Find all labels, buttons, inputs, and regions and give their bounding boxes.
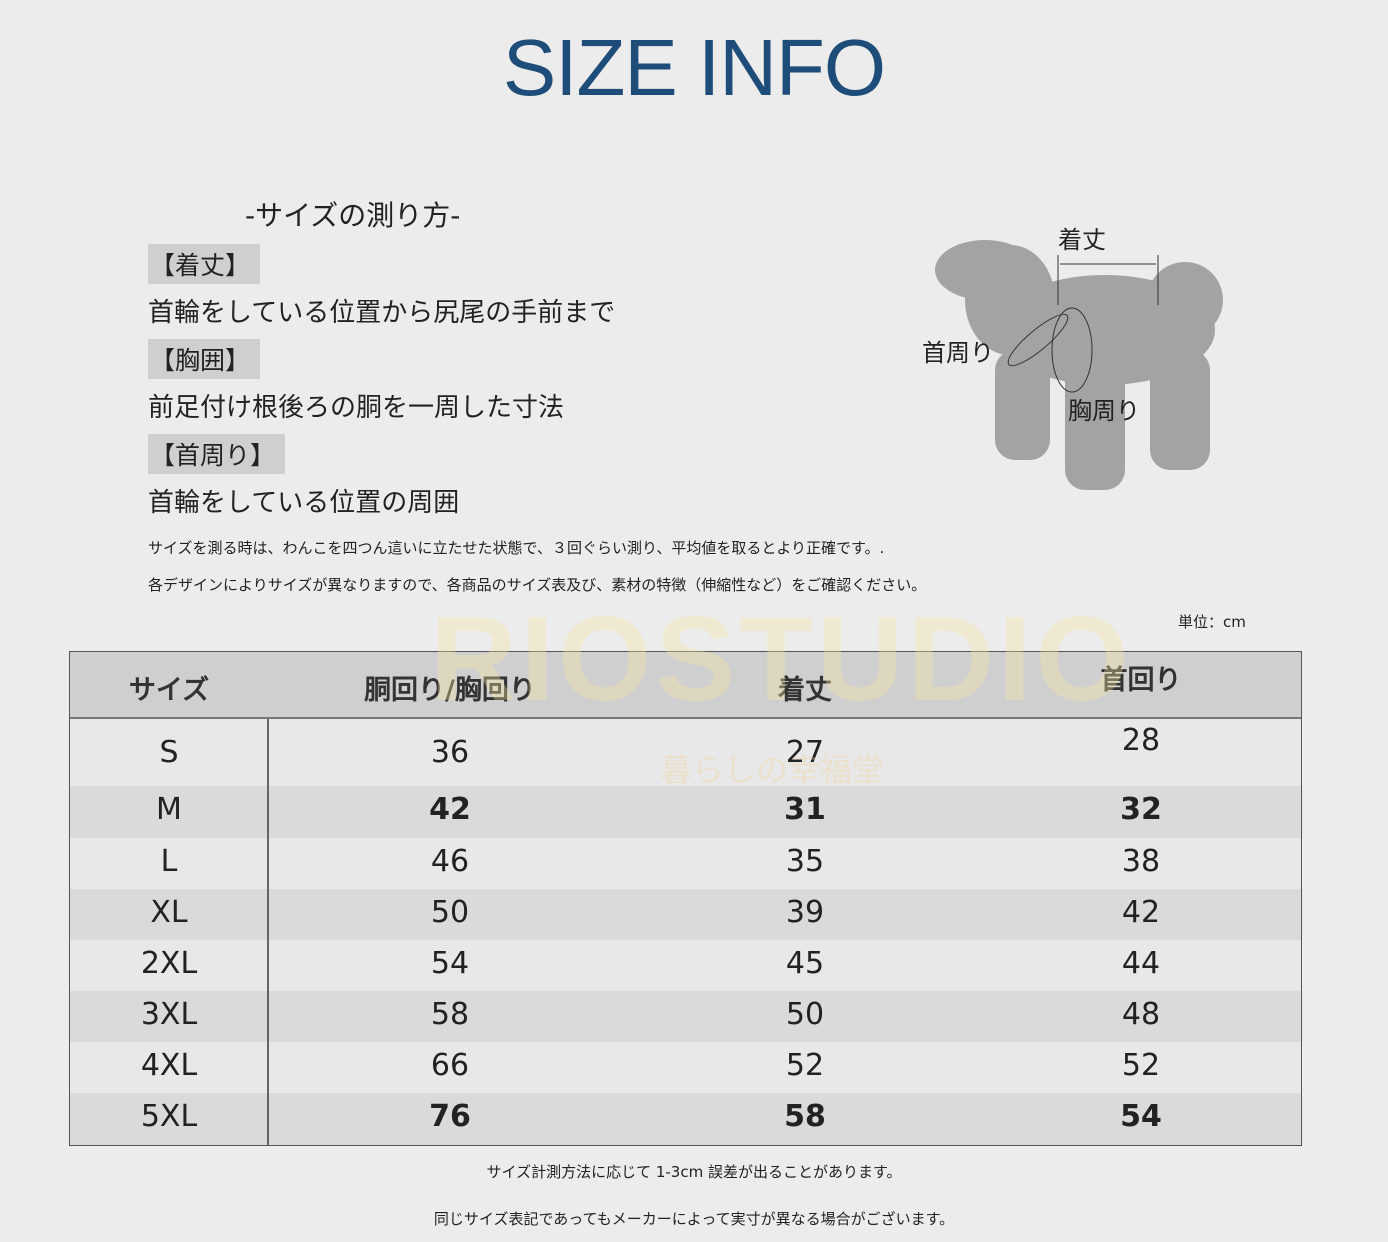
- howto-heading: -サイズの測り方-: [245, 199, 461, 232]
- header-chest: 胴回り/胸回り: [364, 675, 536, 706]
- table-row: L 46 35 38: [70, 838, 1301, 889]
- cell-neck: 48: [1121, 997, 1161, 1032]
- diagram-neck-label: 首周り: [922, 339, 994, 367]
- cell-chest: 54: [430, 946, 470, 981]
- cell-size: 4XL: [140, 1048, 198, 1083]
- note-1: サイズを測る時は、わんこを四つん這いに立たせた状態で、３回ぐらい測り、平均値を取…: [148, 539, 885, 557]
- header-size: サイズ: [128, 675, 210, 706]
- cell-size: L: [160, 844, 178, 879]
- chest-ring: [1051, 307, 1093, 393]
- footer-note-2: 同じサイズ表記であってもメーカーによって実寸が異なる場合がございます。: [433, 1210, 955, 1228]
- note-2: 各デザインによりサイズが異なりますので、各商品のサイズ表及び、素材の特徴（伸縮性…: [148, 576, 927, 594]
- cell-neck: 44: [1121, 946, 1161, 981]
- neck-ring: [1007, 313, 1069, 367]
- table-row: 3XL 58 50 48: [70, 991, 1301, 1042]
- cell-chest: 50: [430, 895, 470, 930]
- watermark-sub: 暮らしの幸福堂: [660, 751, 885, 789]
- cell-neck: 38: [1121, 844, 1161, 879]
- cell-length: 27: [785, 735, 825, 770]
- cell-chest: 66: [430, 1048, 470, 1083]
- table-header: サイズ 胴回り/胸回り 着丈 首回り: [70, 652, 1301, 719]
- label-chest: 【胸囲】: [148, 339, 261, 379]
- size-table: サイズ 胴回り/胸回り 着丈 首回り S 36 27 28 M 42 31 32 L 46 35 38…: [69, 651, 1302, 1146]
- header-length: 着丈: [778, 675, 832, 706]
- diagram-length-label: 着丈: [1058, 226, 1106, 254]
- dog-silhouette: [935, 240, 1223, 490]
- watermark-brand: RIOSTUDIO: [430, 592, 1133, 726]
- cell-size: M: [156, 792, 182, 827]
- cell-size: 3XL: [140, 997, 198, 1032]
- table-row: 5XL 76 58 54: [70, 1093, 1301, 1145]
- cell-length: 35: [785, 844, 825, 879]
- cell-length: 31: [784, 792, 826, 827]
- desc-length: 首輪をしている位置から尻尾の手前まで: [148, 298, 616, 328]
- table-row: XL 50 39 42: [70, 889, 1301, 940]
- cell-size: XL: [150, 895, 188, 930]
- unit-label: 単位：cm: [1178, 613, 1246, 631]
- cell-chest: 58: [430, 997, 470, 1032]
- column-divider: [267, 719, 269, 1145]
- cell-neck: 32: [1120, 792, 1162, 827]
- diagram-chest-label: 胸周り: [1068, 397, 1140, 425]
- label-length: 【着丈】: [148, 244, 261, 284]
- cell-chest: 36: [430, 735, 470, 770]
- table-row: M 42 31 32: [70, 786, 1301, 838]
- dog-measurement-diagram: 着丈 首周り 胸周り: [922, 226, 1223, 490]
- footer-note-1: サイズ計測方法に応じて 1-3cm 誤差が出ることがあります。: [486, 1163, 902, 1181]
- label-neck: 【首周り】: [148, 434, 286, 474]
- desc-neck: 首輪をしている位置の周囲: [148, 488, 460, 518]
- cell-neck: 54: [1120, 1099, 1162, 1134]
- cell-size: 5XL: [140, 1099, 198, 1134]
- cell-length: 45: [785, 946, 825, 981]
- desc-chest: 前足付け根後ろの胴を一周した寸法: [148, 393, 565, 423]
- header-neck: 首回り: [1100, 665, 1182, 696]
- table-row: 4XL 66 52 52: [70, 1042, 1301, 1093]
- cell-length: 50: [785, 997, 825, 1032]
- cell-chest: 46: [430, 844, 470, 879]
- cell-size: S: [159, 735, 179, 770]
- page-title: SIZE INFO: [502, 23, 886, 112]
- cell-neck: 52: [1121, 1048, 1161, 1083]
- cell-length: 58: [784, 1099, 826, 1134]
- cell-chest: 76: [429, 1099, 471, 1134]
- cell-length: 39: [785, 895, 825, 930]
- cell-size: 2XL: [140, 946, 198, 981]
- table-row: 2XL 54 45 44: [70, 940, 1301, 991]
- cell-length: 52: [785, 1048, 825, 1083]
- cell-neck: 42: [1121, 895, 1161, 930]
- cell-neck: 28: [1121, 723, 1161, 758]
- table-row: S 36 27 28: [70, 719, 1301, 786]
- cell-chest: 42: [429, 792, 471, 827]
